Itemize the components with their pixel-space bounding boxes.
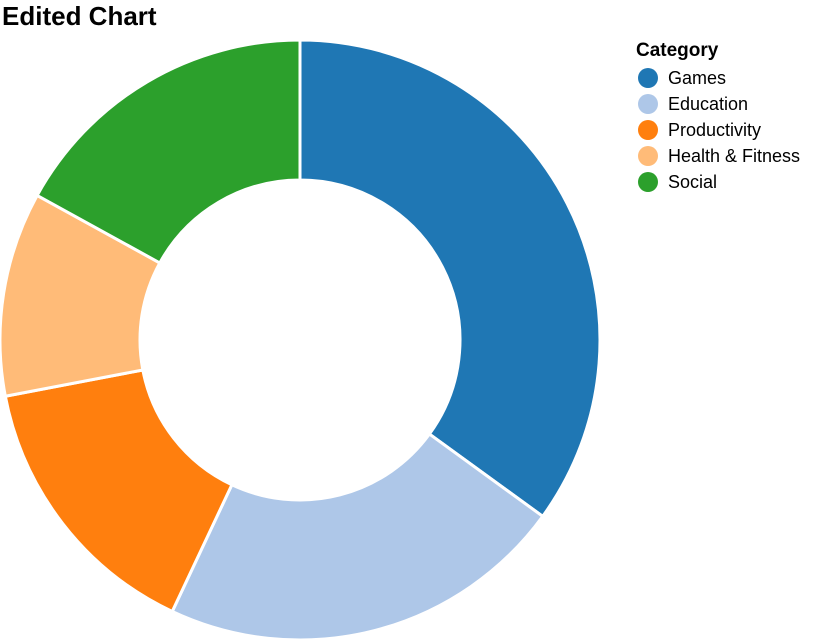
legend-title: Category xyxy=(636,40,719,61)
donut-slice-games xyxy=(298,38,602,518)
legend-label: Productivity xyxy=(668,120,762,140)
donut-slice-productivity xyxy=(3,368,234,613)
donut-slice-social xyxy=(35,38,302,265)
donut-slice-education xyxy=(170,432,545,640)
legend: Category Games Education Productivity Healt… xyxy=(636,38,800,195)
legend-swatch xyxy=(638,120,658,140)
legend-items: Games Education Productivity Health & Fitne… xyxy=(636,65,800,195)
legend-swatch xyxy=(638,172,658,192)
legend-swatch xyxy=(638,68,658,88)
legend-item-productivity: Productivity xyxy=(636,117,800,143)
chart-title: Edited Chart xyxy=(2,1,157,31)
legend-swatch xyxy=(638,146,658,166)
legend-label: Games xyxy=(668,68,727,88)
legend-item-health-fitness: Health & Fitness xyxy=(636,143,800,169)
legend-swatch xyxy=(638,94,658,114)
legend-label: Education xyxy=(668,94,749,114)
legend-label: Social xyxy=(668,172,718,192)
legend-item-social: Social xyxy=(636,169,800,195)
legend-label: Health & Fitness xyxy=(668,146,801,166)
legend-item-education: Education xyxy=(636,91,800,117)
legend-item-games: Games xyxy=(636,65,800,91)
